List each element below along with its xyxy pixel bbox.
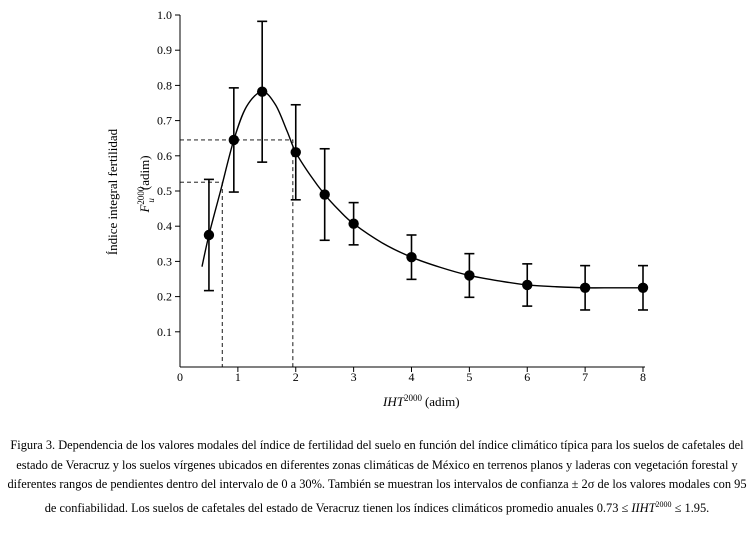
- data-point: [228, 134, 240, 146]
- caption-part2: ≤ 1.95.: [671, 500, 710, 515]
- y-tick-label: 0.5: [157, 184, 172, 198]
- y-axis-title-line1: Índice integral fertilidad: [105, 128, 120, 255]
- data-point: [290, 147, 301, 158]
- y-tick-label: 0.7: [157, 114, 172, 128]
- x-tick-label: 4: [409, 370, 415, 384]
- x-tick-label: 1: [235, 370, 241, 384]
- x-tick-label: 6: [524, 370, 530, 384]
- y-tick-label: 0.2: [157, 290, 172, 304]
- x-tick-label: 3: [351, 370, 357, 384]
- x-tick-label: 8: [640, 370, 646, 384]
- y-tick-label: 0.4: [157, 219, 172, 233]
- x-tick-label: 7: [582, 370, 588, 384]
- data-point: [522, 279, 533, 291]
- y-tick-label: 0.6: [157, 149, 172, 163]
- x-tick-label: 2: [293, 370, 299, 384]
- fitted-curve: [201, 91, 643, 289]
- y-tick-label: 0.9: [157, 43, 172, 57]
- x-axis-title-unit: (adim): [425, 394, 460, 409]
- caption-sup: 2000: [655, 499, 672, 509]
- reference-lines: [180, 139, 294, 367]
- caption-ital: IIHT: [631, 500, 656, 515]
- chart: 0.10.20.30.40.50.60.70.80.91.00 1 2 3 4 5 6 7 8 …: [105, 8, 649, 409]
- axes: 0.1 0.2 0.3 0.4 0.5 0.6 0.7 0.8 0.9 1.0 0 1 2 3 4 5 6 7 8: [157, 8, 646, 384]
- x-axis-title-main: IHT: [382, 394, 405, 409]
- y-tick-label: 0.3: [157, 254, 172, 268]
- data-point: [406, 251, 417, 263]
- y-tick-label: 0.1: [157, 325, 172, 339]
- y-axis-unit: (adim): [137, 155, 152, 190]
- data-point: [579, 282, 591, 293]
- error-bars: [203, 20, 648, 311]
- reference-line: [180, 139, 294, 367]
- caption-part1: Figura 3. Dependencia de los valores mod…: [7, 438, 747, 515]
- data-point: [256, 86, 268, 97]
- data-point: [637, 282, 649, 293]
- y-axis-symbol-sub: u: [146, 198, 156, 203]
- curve-path: [201, 91, 643, 289]
- figure-caption: Figura 3. Dependencia de los valores mod…: [6, 436, 748, 519]
- data-point: [464, 270, 475, 281]
- data-point: [319, 189, 330, 200]
- y-axis-title-line2: F2000u (adim): [136, 155, 156, 213]
- y-axis-symbol-sup: 2000: [136, 186, 146, 205]
- x-axis-title: IHT2000 (adim): [382, 393, 460, 409]
- data-point: [348, 218, 359, 229]
- y-tick-label: 1.0: [157, 8, 172, 22]
- y-axis-title: Índice integral fertilidad F2000u (adim): [105, 128, 156, 255]
- data-point: [203, 229, 215, 241]
- y-axis-symbol: F: [137, 204, 152, 214]
- y-tick-label: 0.8: [157, 78, 172, 92]
- x-tick-label: 5: [466, 370, 472, 384]
- x-axis-title-sup: 2000: [404, 393, 423, 403]
- x-tick-label: 0: [177, 370, 183, 384]
- data-points: [203, 86, 649, 293]
